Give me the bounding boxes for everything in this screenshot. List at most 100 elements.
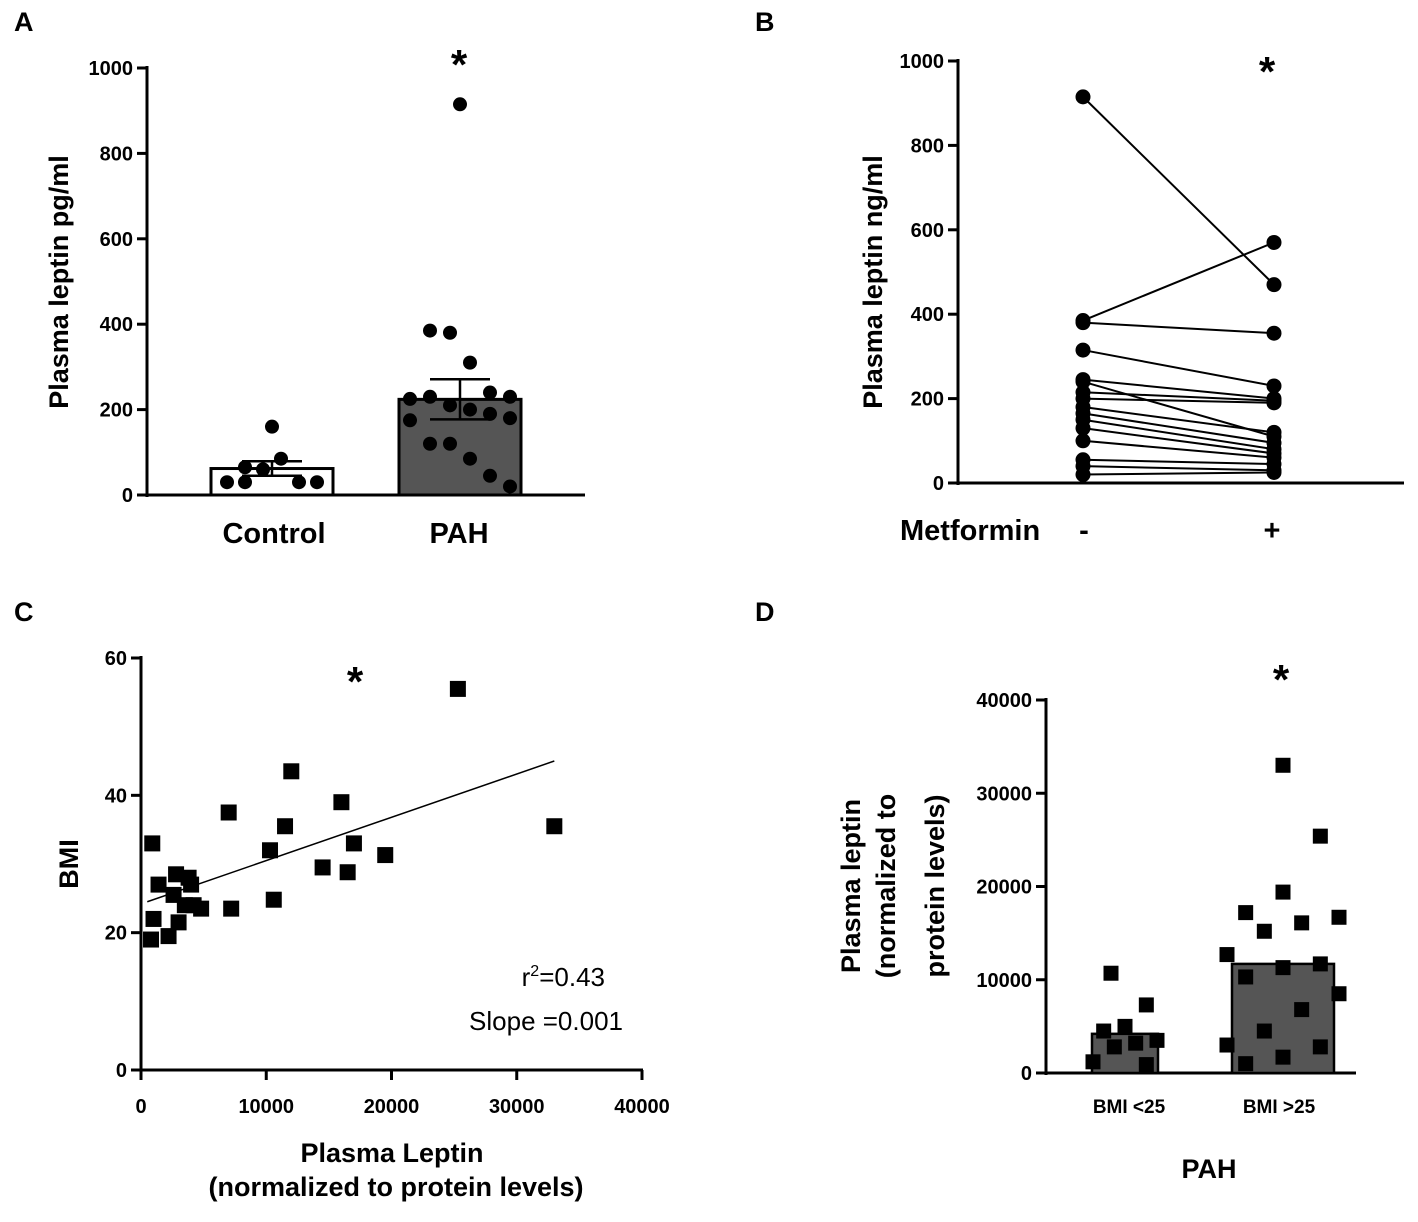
panel-c-y-axis-label: BMI [54,839,84,889]
panel-c-point-2 [145,910,162,927]
panel-d-x-axis-label: PAH [1181,1154,1236,1184]
panel-a-point-0-5 [310,475,324,490]
panel-d-point-0-2 [1117,1018,1133,1034]
panel-d-point-1-15 [1312,1039,1328,1055]
panel-c-x-axis-label: Plasma Leptin [300,1138,483,1168]
panel-d-point-1-17 [1238,1056,1254,1072]
panel-b-y-tick-label-3: 600 [911,220,944,242]
panel-c-x-tick-label-1: 10000 [238,1096,294,1118]
panel-c-point-10 [183,876,200,893]
panel-b-series-line-1 [1082,241,1275,322]
panel-c-point-22 [345,835,362,852]
panel-d-point-1-11 [1331,986,1347,1002]
panel-c-r-squared: r2=0.43 [522,962,605,992]
panel-c-y-tick-label-1: 20 [105,923,127,945]
panel-b-series-line-7 [1082,397,1275,404]
panel-label-a: A [14,7,34,37]
panel-c-point-4 [160,928,177,945]
panel-c-significance-star: * [347,658,364,705]
panel-c-x-tick-label-3: 30000 [489,1096,545,1118]
panel-b-series-line-12 [1082,439,1275,459]
panel-d-point-0-4 [1149,1032,1165,1048]
panel-a-y-tick-label-1: 200 [100,400,133,422]
panel-c-x-tick-label-0: 0 [135,1096,146,1118]
panel-b-marks [1075,89,1282,483]
panel-d-category-bmi-over-25: BMI >25 [1243,1097,1316,1118]
panel-a-point-0-3 [274,451,288,466]
panel-b-series-line-3 [1082,349,1275,387]
panel-b-point-before-0 [1075,89,1091,105]
panel-b-y-tick-label-1: 200 [911,389,944,411]
panel-c-point-19 [314,859,331,876]
panel-c-x-axis-label-line2: (normalized to protein levels) [208,1172,583,1202]
panel-d-point-1-5 [1294,915,1310,931]
panel-d-point-0-3 [1096,1023,1112,1039]
panel-c-axes: 0 20 40 60 0 10000 20000 30000 40000 [105,648,670,1118]
panel-c-point-16 [265,891,282,908]
panel-d-point-0-5 [1128,1035,1144,1051]
panel-c-point-7 [170,914,187,931]
panel-d-y-axis-label-line2: (normalized to [871,794,901,979]
panel-a-y-tick-label-3: 600 [100,229,133,251]
panel-a-point-1-4 [483,385,497,400]
panel-b-category-plus: + [1264,515,1281,547]
panel-a-point-1-11 [503,411,517,426]
panel-b-point-after-7 [1266,395,1282,411]
panel-d-y-tick-label-4: 40000 [976,690,1032,712]
panel-label-b: B [755,7,775,37]
panel-d-y-tick-label-2: 20000 [976,877,1032,899]
panel-a-point-1-2 [443,325,457,340]
panel-b-point-after-2 [1266,325,1282,341]
panel-d-point-1-1 [1312,828,1328,844]
panel-d-point-1-6 [1256,923,1272,939]
panel-c-y-tick-label-0: 0 [116,1060,127,1082]
panel-a-point-1-14 [443,436,457,451]
panel-c-point-3 [150,876,167,893]
panel-b-point-after-3 [1266,378,1282,394]
panel-d-marks [1085,757,1347,1075]
panel-b-point-before-15 [1075,467,1091,483]
panel-d-y-tick-label-1: 10000 [976,970,1032,992]
panel-b-point-after-8 [1266,424,1282,440]
panel-d-bar-chart: 0 10000 20000 30000 40000 Plasma leptin (nor… [836,656,1356,1184]
panel-d-point-1-8 [1312,956,1328,972]
panel-b-series-line-8 [1082,406,1275,434]
panel-a-point-1-5 [503,389,517,404]
panel-d-point-1-3 [1238,905,1254,921]
panel-a-marks [209,97,523,497]
panel-b-series-line-9 [1082,412,1275,444]
panel-b-series-line-0 [1082,96,1275,286]
panel-a-y-tick-label-5: 1000 [89,58,134,80]
panel-d-significance-star: * [1273,656,1290,703]
panel-b-point-before-11 [1075,420,1091,436]
panel-c-point-21 [339,864,356,881]
panel-c-x-tick-label-2: 20000 [364,1096,420,1118]
panel-d-point-1-14 [1219,1037,1235,1053]
panel-c-point-14 [223,900,240,917]
panel-a-bar-chart: 0 200 400 600 800 1000 Plasma leptin pg/ml Co… [44,41,585,550]
panel-d-point-0-7 [1085,1054,1101,1070]
panel-c-point-15 [262,842,279,859]
panel-c-point-13 [220,804,237,821]
panel-d-point-0-0 [1103,965,1119,981]
panel-b-point-before-2 [1075,315,1091,331]
panel-c-y-tick-label-3: 60 [105,648,127,670]
panel-a-point-0-6 [220,475,234,490]
panel-c-point-23 [377,847,394,864]
panel-d-point-1-10 [1238,969,1254,985]
panel-c-slope: Slope =0.001 [469,1006,623,1036]
panel-b-y-tick-label-0: 0 [933,473,944,495]
panel-a-point-1-8 [443,398,457,413]
panel-label-c: C [14,597,34,627]
panel-b-series-line-15 [1082,471,1275,476]
panel-d-y-tick-label-0: 0 [1021,1063,1032,1085]
panel-a-y-tick-label-2: 400 [100,314,133,336]
panel-a-point-1-15 [463,451,477,466]
panel-a-point-1-13 [423,436,437,451]
panel-d-point-1-12 [1294,1002,1310,1018]
panel-c-point-24 [449,680,466,697]
panel-b-significance-star: * [1259,48,1276,95]
panel-d-point-1-16 [1275,1049,1291,1065]
panel-a-point-1-10 [483,406,497,421]
panel-d-point-0-1 [1138,997,1154,1013]
